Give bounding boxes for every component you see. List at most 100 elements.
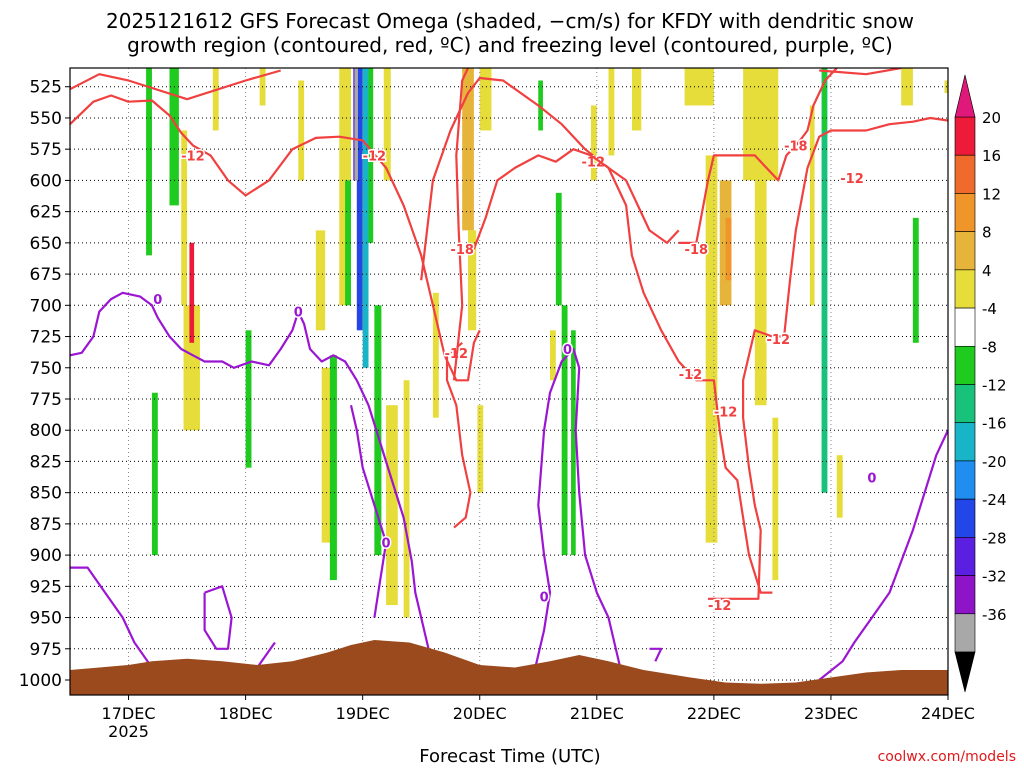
omega-cell [432, 292, 439, 418]
x-tick-label: 24DEC [921, 704, 975, 723]
omega-cell [403, 380, 410, 618]
x-tick-label: 23DEC [804, 704, 858, 723]
y-tick-label: 675 [30, 265, 62, 285]
y-tick-label: 600 [30, 171, 62, 191]
x-axis-label: Forecast Time (UTC) [419, 746, 600, 767]
colorbar-swatch [954, 422, 976, 462]
y-tick-label: 525 [30, 78, 62, 98]
omega-cell [368, 68, 374, 243]
omega-cell [374, 305, 382, 556]
colorbar-label: -12 [982, 377, 1007, 395]
colorbar-label: -32 [982, 568, 1007, 586]
contour-line [203, 585, 233, 650]
y-tick-label: 850 [30, 484, 62, 504]
omega-cell [684, 68, 714, 106]
omega-cell [836, 455, 843, 518]
omega-cell [383, 68, 391, 181]
omega-cell [571, 330, 576, 556]
contour-line [649, 647, 663, 662]
colorbar-label: -28 [982, 529, 1007, 547]
colorbar-swatch [954, 154, 976, 194]
omega-cell [183, 305, 200, 431]
y-tick-label: 800 [30, 421, 62, 441]
contour-line [452, 68, 469, 381]
omega-cell [555, 192, 562, 306]
x-tick-label: 21DEC [570, 704, 624, 723]
colorbar-swatch [954, 231, 976, 271]
contour-line [531, 347, 622, 681]
colorbar-top-arrow [954, 74, 976, 118]
colorbar-swatch [954, 537, 976, 576]
y-tick-label: 975 [30, 640, 62, 660]
y-tick-label: 650 [30, 234, 62, 254]
credit-text: coolwx.com/models [878, 749, 1016, 765]
omega-cell [561, 305, 568, 556]
contour-label: -12 [679, 368, 703, 383]
omega-cell [468, 230, 477, 331]
contour-label: -12 [181, 149, 205, 164]
contour-label: -18 [784, 139, 808, 154]
colorbar-label: 4 [982, 262, 992, 280]
contour-line [678, 68, 838, 244]
omega-cell [754, 180, 767, 406]
colorbar-swatch [954, 269, 976, 309]
contour-label: 0 [294, 306, 303, 321]
y-tick-label: 925 [30, 577, 62, 597]
contour-line [349, 404, 388, 618]
chart-title-line-1: 2025121612 GFS Forecast Omega (shaded, −… [106, 9, 914, 33]
y-tick-label: 1000 [19, 671, 62, 691]
omega-cell [146, 68, 152, 256]
contour-line [70, 94, 481, 382]
colorbar-label: -24 [982, 491, 1007, 509]
x-tick-label: 19DEC [336, 704, 390, 723]
colorbar-label: -20 [982, 453, 1007, 471]
y-tick-label: 550 [30, 109, 62, 129]
contour-label: -12 [714, 405, 738, 420]
contour-label: -18 [450, 243, 474, 258]
colorbar-swatch [954, 307, 976, 347]
contour-label: 0 [382, 537, 391, 552]
omega-cell [705, 155, 718, 543]
omega-cell [725, 217, 732, 281]
axes: 525 550 575 600 625 650 675 700 725 750 775 800 825 8… [19, 67, 975, 741]
colorbar-swatch [954, 498, 976, 538]
omega-cell [462, 68, 474, 231]
omega-cell [245, 330, 252, 468]
omega-cell [151, 392, 158, 556]
omega-cell [329, 355, 337, 581]
contour-label: 0 [563, 343, 572, 358]
omega-cell [772, 417, 779, 581]
contour-line [818, 429, 948, 681]
y-tick-label: 700 [30, 296, 62, 316]
omega-cell [477, 405, 484, 493]
colorbar-swatch [954, 116, 976, 156]
omega-cell [631, 68, 642, 131]
colorbar-swatch [954, 613, 976, 653]
contour-line [445, 341, 472, 529]
contour-line [472, 148, 680, 250]
colorbar-label: 12 [982, 185, 1001, 203]
y-tick-label: 575 [30, 140, 62, 160]
omega-cell [181, 130, 188, 306]
x-tick-label: 18DEC [219, 704, 273, 723]
omega-cell [354, 68, 358, 181]
omega-cell [901, 68, 913, 106]
omega-cell [743, 68, 779, 181]
contour-label: 0 [867, 472, 876, 487]
x-tick-label: 17DEC [102, 704, 156, 723]
omega-cell [608, 68, 615, 156]
contour-label: 0 [153, 293, 162, 308]
colorbar-swatch [954, 384, 976, 424]
colorbar-label: 20 [982, 109, 1001, 127]
terrain-fill [70, 640, 948, 695]
y-tick-label: 900 [30, 546, 62, 566]
colorbar-bottom-arrow [954, 651, 976, 693]
omega-cell [212, 68, 219, 131]
omega-cell [362, 68, 369, 368]
omega-cell [549, 330, 556, 381]
omega-cell [590, 105, 597, 181]
colorbar-swatch [954, 460, 976, 500]
contour-line [256, 641, 276, 669]
colorbar-label: -16 [982, 415, 1007, 433]
y-tick-label: 825 [30, 452, 62, 472]
